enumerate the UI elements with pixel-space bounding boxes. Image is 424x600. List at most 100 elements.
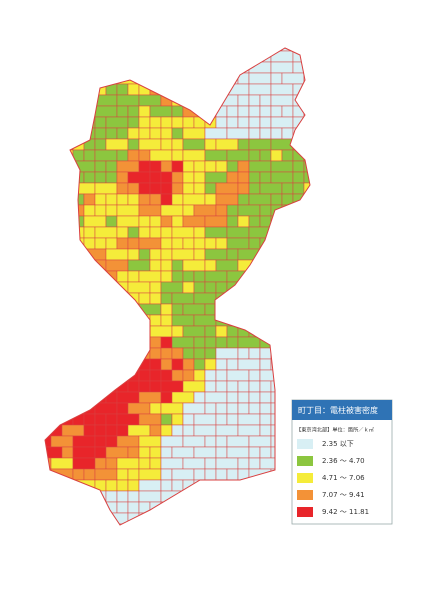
district <box>215 347 239 360</box>
district <box>292 281 305 294</box>
district <box>237 490 250 503</box>
district <box>204 259 217 272</box>
district <box>72 94 85 107</box>
district <box>171 358 184 371</box>
district <box>204 358 217 371</box>
district <box>138 314 151 327</box>
district <box>72 116 85 129</box>
district <box>182 182 195 195</box>
district <box>270 215 294 228</box>
district <box>50 413 74 426</box>
district <box>303 380 310 393</box>
district <box>149 72 162 85</box>
district <box>83 523 107 525</box>
district <box>259 391 272 404</box>
district <box>61 347 74 360</box>
district <box>204 336 217 349</box>
district <box>72 259 96 272</box>
district <box>72 226 85 239</box>
district <box>182 457 206 470</box>
district <box>149 248 162 261</box>
district <box>270 83 294 96</box>
district <box>215 479 228 492</box>
district <box>50 380 74 393</box>
district <box>94 358 118 371</box>
district <box>270 303 283 316</box>
district <box>50 292 74 305</box>
district <box>149 325 173 338</box>
district <box>160 457 184 470</box>
district <box>94 501 107 514</box>
district <box>72 501 96 514</box>
district <box>237 413 261 426</box>
district <box>50 182 74 195</box>
district <box>171 127 184 140</box>
district <box>303 127 310 140</box>
district <box>270 336 283 349</box>
district <box>259 501 272 514</box>
district <box>204 215 228 228</box>
district <box>303 358 310 371</box>
district <box>138 160 151 173</box>
district <box>259 116 272 129</box>
district <box>281 226 305 239</box>
legend-swatch <box>297 490 313 500</box>
district <box>83 215 107 228</box>
district <box>171 83 184 96</box>
district <box>50 281 63 294</box>
district <box>292 193 310 206</box>
district <box>116 435 140 448</box>
district <box>105 457 118 470</box>
district <box>303 237 310 250</box>
district <box>259 358 272 371</box>
district <box>182 501 195 514</box>
district <box>270 149 283 162</box>
district <box>149 160 162 173</box>
district <box>182 358 195 371</box>
district <box>226 237 250 250</box>
district <box>248 171 261 184</box>
district <box>127 336 140 349</box>
district <box>171 193 184 206</box>
district <box>127 402 151 415</box>
district <box>259 215 272 228</box>
district <box>226 325 239 338</box>
district <box>248 149 261 162</box>
district <box>182 204 195 217</box>
district <box>171 160 184 173</box>
district <box>215 182 239 195</box>
district <box>270 116 294 129</box>
district <box>94 424 107 437</box>
district <box>61 215 74 228</box>
district <box>138 479 162 492</box>
district <box>61 358 85 371</box>
district <box>270 50 294 63</box>
district <box>248 105 261 118</box>
district <box>94 50 107 63</box>
district <box>270 204 283 217</box>
district <box>171 237 184 250</box>
district <box>270 314 294 327</box>
district <box>226 336 239 349</box>
district <box>226 48 239 52</box>
district <box>138 50 151 63</box>
district <box>270 479 283 492</box>
legend-label: 7.07 ～ 9.41 <box>322 491 365 499</box>
district <box>116 424 129 437</box>
district <box>171 347 184 360</box>
district <box>281 435 294 448</box>
district <box>138 369 151 382</box>
district <box>94 303 107 316</box>
district <box>127 105 140 118</box>
district <box>204 237 217 250</box>
district <box>226 248 239 261</box>
district <box>226 61 239 74</box>
district <box>248 501 261 514</box>
district <box>215 193 239 206</box>
district <box>171 468 195 481</box>
district <box>226 303 239 316</box>
district <box>226 479 239 492</box>
district <box>138 358 151 371</box>
district <box>182 281 195 294</box>
